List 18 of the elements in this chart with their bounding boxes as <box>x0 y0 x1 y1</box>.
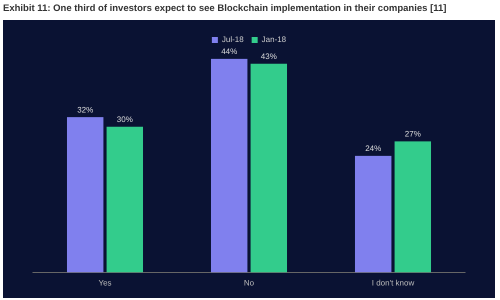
bar <box>394 141 432 272</box>
data-label: 32% <box>77 105 94 114</box>
bar <box>210 58 248 272</box>
x-tick-label: Yes <box>98 278 112 288</box>
data-label: 24% <box>365 144 382 154</box>
data-label: 27% <box>404 130 421 139</box>
bar <box>250 64 288 272</box>
data-label: 30% <box>116 115 133 124</box>
data-label: 44% <box>221 47 238 56</box>
chart-title: Exhibit 11: One third of investors expect to see Blockchain implementation in their companies [11] <box>2 2 448 16</box>
bar <box>106 126 144 272</box>
bar <box>354 156 392 272</box>
legend-label: Jul-18 <box>222 35 244 44</box>
x-tick-label: No <box>244 278 255 288</box>
x-tick-label: I don't know <box>372 278 414 288</box>
data-label: 43% <box>260 52 277 61</box>
legend-label: Jan-18 <box>262 35 287 44</box>
bar <box>66 117 104 272</box>
